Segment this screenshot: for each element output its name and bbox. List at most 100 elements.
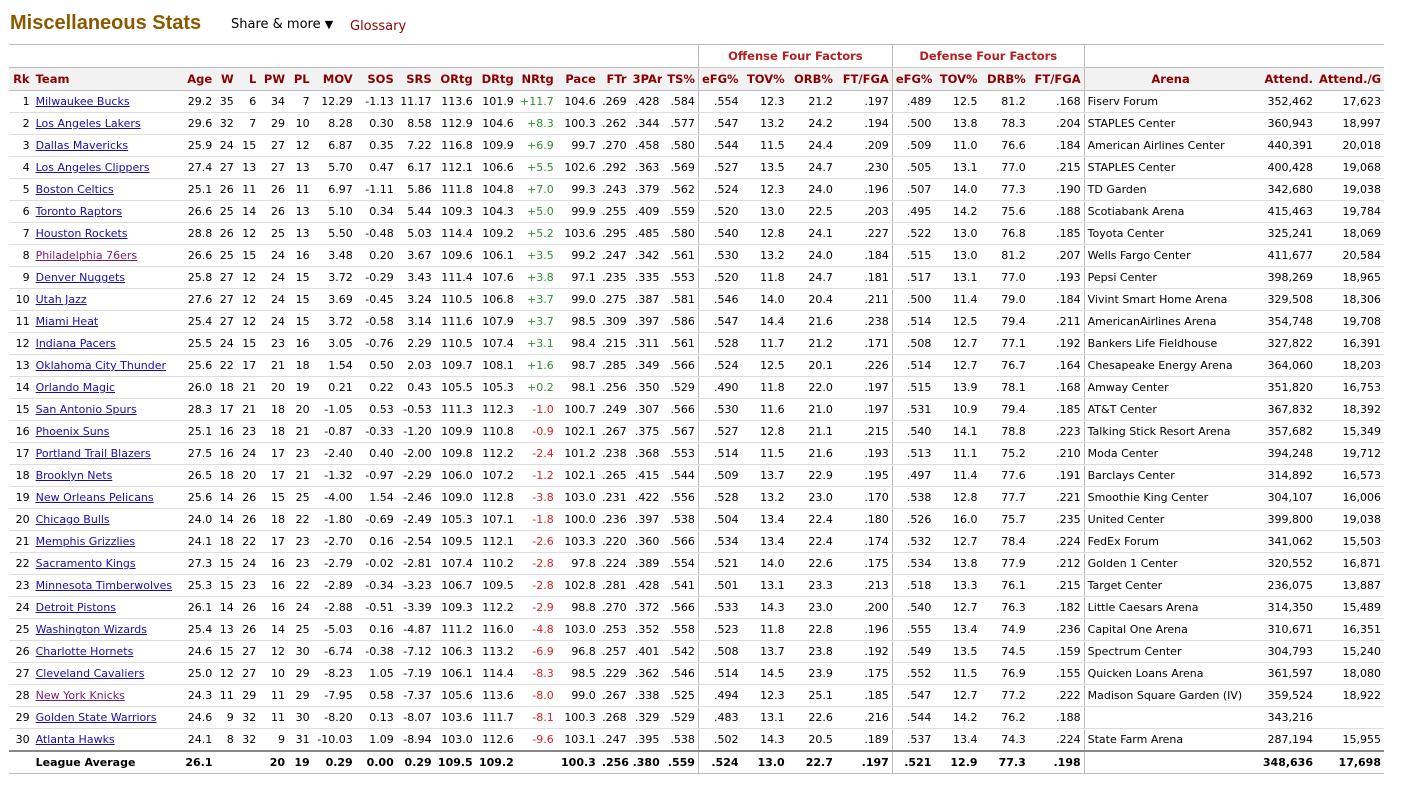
table-cell: 0.40 [355,442,397,465]
column-header[interactable]: 3PAr [629,67,663,91]
table-cell: 351,820 [1256,376,1316,399]
column-header[interactable]: DRB% [980,67,1029,91]
league-average-cell: .197 [835,750,893,774]
team-link[interactable]: Cleveland Cavaliers [35,667,145,680]
column-header[interactable]: FT/FGA [835,67,893,91]
table-cell: -2.40 [312,442,356,465]
table-cell: 103.1 [556,728,599,752]
team-link[interactable]: Los Angeles Lakers [35,117,141,130]
column-header[interactable]: PL [288,67,313,91]
team-link[interactable]: Dallas Mavericks [35,139,129,152]
team-link[interactable]: Washington Wizards [35,623,147,636]
team-link[interactable]: New Orleans Pelicans [35,491,154,504]
table-cell: .553 [662,442,699,465]
table-cell: 104.6 [475,112,517,135]
team-link[interactable]: Golden State Warriors [35,711,157,724]
team-link[interactable]: Miami Heat [35,315,99,328]
column-header[interactable]: NRtg [516,67,557,91]
team-link[interactable]: Charlotte Hornets [35,645,134,658]
column-header[interactable]: Team [32,67,183,91]
table-cell: 14.2 [934,200,981,223]
column-header[interactable]: FTr [598,67,630,91]
table-cell: .409 [629,200,663,223]
team-link[interactable]: Milwaukee Bucks [35,95,130,108]
table-cell: .224 [1028,530,1085,553]
table-cell: 25 [215,200,237,223]
table-cell: .422 [629,486,663,509]
team-link[interactable]: Orlando Magic [35,381,116,394]
column-header[interactable]: Attend. [1256,67,1316,91]
column-header[interactable]: SOS [355,67,397,91]
column-header[interactable]: W [215,67,237,91]
team-link[interactable]: Chicago Bulls [35,513,110,526]
team-link[interactable]: Memphis Grizzlies [35,535,136,548]
column-header[interactable]: Attend./G [1316,67,1384,91]
table-cell: 77.2 [980,684,1029,707]
column-header[interactable]: TOV% [934,67,981,91]
table-cell: +7.0 [516,178,557,201]
table-cell: .270 [598,134,630,157]
team-link[interactable]: Oklahoma City Thunder [35,359,167,372]
team-link[interactable]: Houston Rockets [35,227,128,240]
column-header[interactable]: Pace [556,67,599,91]
table-cell: .580 [662,134,699,157]
team-link[interactable]: Denver Nuggets [35,271,126,284]
column-header[interactable]: SRS [396,67,435,91]
table-cell: 16.0 [934,508,981,531]
column-header[interactable]: ORtg [434,67,476,91]
team-link[interactable]: Brooklyn Nets [35,469,113,482]
team-link[interactable]: Indiana Pacers [35,337,116,350]
table-cell: 357,682 [1256,420,1316,443]
column-header[interactable]: DRtg [475,67,517,91]
team-link[interactable]: Toronto Raptors [35,205,123,218]
team-link[interactable]: Philadelphia 76ers [35,249,138,262]
table-cell: 102.8 [556,574,599,597]
table-cell: .538 [662,728,699,752]
glossary-link[interactable]: Glossary [350,19,407,34]
table-cell: 103.0 [556,486,599,509]
column-header[interactable]: L [236,67,260,91]
table-cell: 0.16 [355,618,397,641]
table-cell: 0.20 [355,244,397,267]
table-cell: -2.54 [396,530,435,553]
column-header[interactable]: ORB% [787,67,836,91]
team-link[interactable]: Phoenix Suns [35,425,110,438]
column-header[interactable]: PW [259,67,289,91]
column-header[interactable]: eFG% [697,67,742,91]
column-header[interactable]: Arena [1083,67,1257,91]
column-header[interactable]: eFG% [891,67,935,91]
column-header[interactable]: TS% [662,67,699,91]
team-link[interactable]: Los Angeles Clippers [35,161,150,174]
table-cell: 26 [215,222,237,245]
share-more-menu[interactable]: Share & more ▼ [231,17,333,32]
column-header[interactable]: Age [182,67,216,91]
column-header[interactable]: TOV% [741,67,788,91]
team-link[interactable]: San Antonio Spurs [35,403,137,416]
team-link[interactable]: Utah Jazz [35,293,87,306]
table-cell: 97.1 [556,266,599,289]
team-link[interactable]: Detroit Pistons [35,601,116,614]
misc-stats-table: Offense Four Factors Defense Four Factor… [9,44,1384,774]
column-header[interactable]: FT/FGA [1028,67,1085,91]
team-link[interactable]: New York Knicks [35,689,125,702]
team-link[interactable]: Sacramento Kings [35,557,136,570]
table-cell: 18,080 [1316,662,1384,685]
team-link[interactable]: Boston Celtics [35,183,114,196]
table-cell: 110.2 [475,552,517,575]
column-header[interactable]: Rk [9,67,33,91]
table-cell: .533 [697,596,742,619]
table-cell: 23.9 [787,662,836,685]
table-cell: 13 [215,618,237,641]
table-cell: 76.1 [980,574,1029,597]
table-cell: 23.3 [787,574,836,597]
table-cell: .196 [835,178,893,201]
team-link[interactable]: Minnesota Timberwolves [35,579,173,592]
table-cell: 75.7 [980,508,1029,531]
table-cell: 367,832 [1256,398,1316,421]
table-cell: 27 [215,266,237,289]
table-cell: 81.2 [980,90,1029,113]
team-link[interactable]: Atlanta Hawks [35,733,115,746]
league-average-row: League Average 26.1 20 19 0.29 0.00 0.29 109.5 1… [9,750,1384,774]
column-header[interactable]: MOV [312,67,356,91]
team-link[interactable]: Portland Trail Blazers [35,447,151,460]
